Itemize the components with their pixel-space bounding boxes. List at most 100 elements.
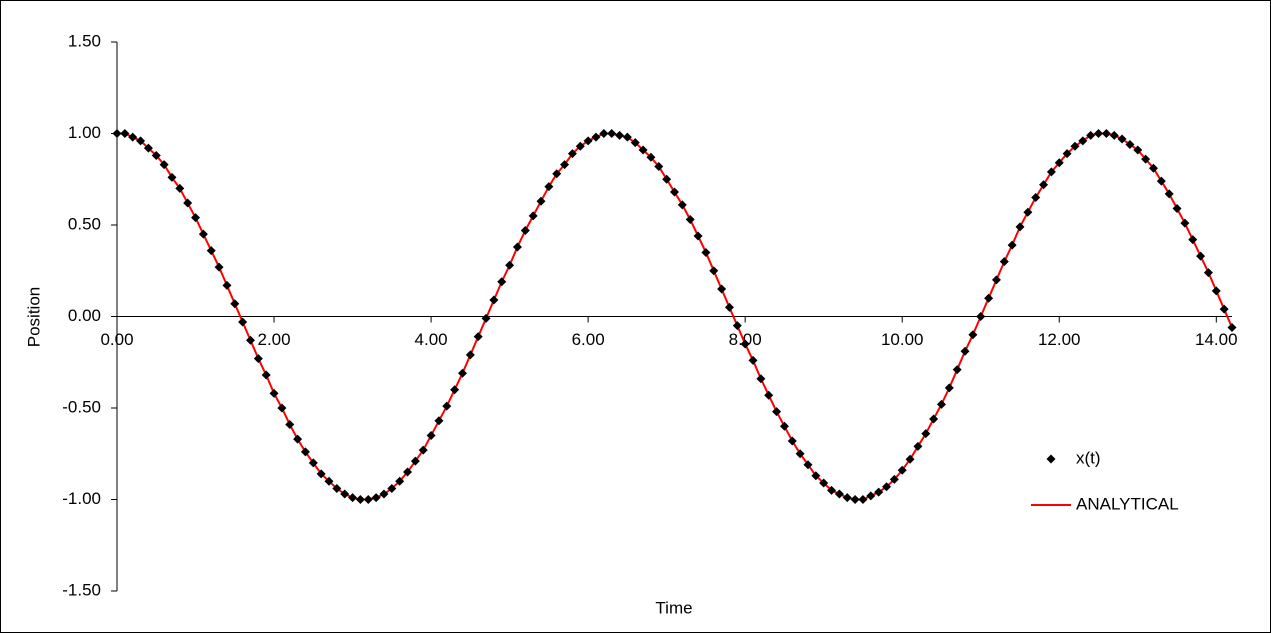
- data-point: [921, 429, 931, 439]
- data-point: [748, 355, 758, 365]
- data-point: [1164, 189, 1174, 199]
- data-point: [198, 229, 208, 239]
- data-point: [630, 138, 640, 148]
- data-point: [599, 129, 609, 138]
- data-point: [340, 489, 350, 499]
- data-point: [834, 489, 844, 499]
- data-point: [293, 434, 303, 444]
- data-point: [1180, 218, 1190, 228]
- data-point: [143, 143, 153, 153]
- data-point: [238, 317, 248, 327]
- x-tick-label: 4.00: [415, 330, 448, 349]
- data-point: [819, 478, 829, 488]
- data-point: [685, 215, 695, 225]
- y-tick-label: 0.50: [68, 214, 101, 233]
- data-point: [253, 354, 263, 364]
- data-point: [772, 407, 782, 417]
- data-point: [410, 456, 420, 466]
- data-point: [991, 275, 1001, 285]
- data-point: [1156, 176, 1166, 186]
- data-point: [740, 339, 750, 349]
- x-tick-label: 14.00: [1195, 330, 1238, 349]
- data-point: [1203, 268, 1213, 278]
- data-point: [1015, 222, 1025, 232]
- data-point: [583, 136, 593, 146]
- data-point: [426, 430, 436, 440]
- y-tick-label: 1.00: [68, 123, 101, 142]
- data-point: [787, 436, 797, 446]
- data-point: [120, 129, 130, 138]
- data-point: [183, 198, 193, 208]
- x-axis-title: Time: [655, 598, 692, 617]
- data-point: [206, 246, 216, 256]
- legend-label: x(t): [1076, 448, 1101, 467]
- data-point: [779, 421, 789, 431]
- data-point: [1141, 154, 1151, 164]
- data-point: [764, 390, 774, 400]
- data-point: [450, 385, 460, 395]
- data-point: [505, 260, 515, 270]
- data-point: [567, 149, 577, 159]
- data-point: [709, 266, 719, 276]
- data-point: [936, 399, 946, 409]
- data-point: [999, 257, 1009, 267]
- data-point: [348, 493, 358, 503]
- data-point: [897, 465, 907, 475]
- data-point: [803, 460, 813, 470]
- data-point: [300, 447, 310, 457]
- data-point: [1117, 134, 1127, 144]
- data-point: [874, 487, 884, 497]
- data-point: [1039, 180, 1049, 190]
- data-point: [984, 293, 994, 303]
- y-tick-label: 0.00: [68, 306, 101, 325]
- legend-marker: [1046, 454, 1056, 464]
- data-point: [670, 187, 679, 197]
- x-tick-label: 12.00: [1038, 330, 1081, 349]
- data-point: [1109, 130, 1119, 140]
- data-point: [827, 485, 837, 495]
- data-point: [913, 441, 923, 451]
- data-point: [1196, 251, 1206, 261]
- data-point: [1219, 304, 1229, 314]
- data-point: [214, 262, 224, 272]
- data-point: [1086, 130, 1096, 140]
- data-point: [944, 383, 954, 393]
- data-point: [693, 231, 703, 241]
- data-point: [230, 299, 240, 309]
- data-point: [607, 129, 617, 138]
- data-point: [575, 141, 585, 151]
- data-point: [1227, 322, 1237, 332]
- data-point: [308, 458, 318, 468]
- data-point: [1133, 145, 1143, 155]
- data-point: [1211, 286, 1221, 296]
- data-point: [654, 161, 664, 171]
- y-tick-label: -0.50: [62, 397, 101, 416]
- data-point: [481, 313, 491, 323]
- data-point: [379, 489, 389, 499]
- data-point: [1062, 149, 1072, 159]
- data-point: [866, 491, 876, 501]
- data-point: [1101, 129, 1111, 138]
- data-point: [732, 321, 742, 331]
- data-point: [882, 482, 892, 492]
- data-point: [371, 493, 381, 503]
- x-tick-label: 0.00: [100, 330, 133, 349]
- data-point: [512, 242, 522, 252]
- data-point: [1078, 136, 1088, 146]
- data-point: [465, 350, 475, 360]
- data-point: [434, 416, 444, 426]
- data-point: [560, 160, 570, 170]
- data-point: [1148, 163, 1158, 173]
- data-point: [277, 403, 287, 413]
- legend-label: ANALYTICAL: [1076, 494, 1179, 513]
- data-point: [858, 495, 868, 504]
- data-point: [952, 365, 962, 375]
- data-point: [269, 388, 279, 398]
- data-point: [395, 476, 405, 486]
- data-point: [1070, 141, 1080, 151]
- data-point: [536, 196, 546, 206]
- data-point: [136, 136, 146, 146]
- data-point: [387, 484, 397, 494]
